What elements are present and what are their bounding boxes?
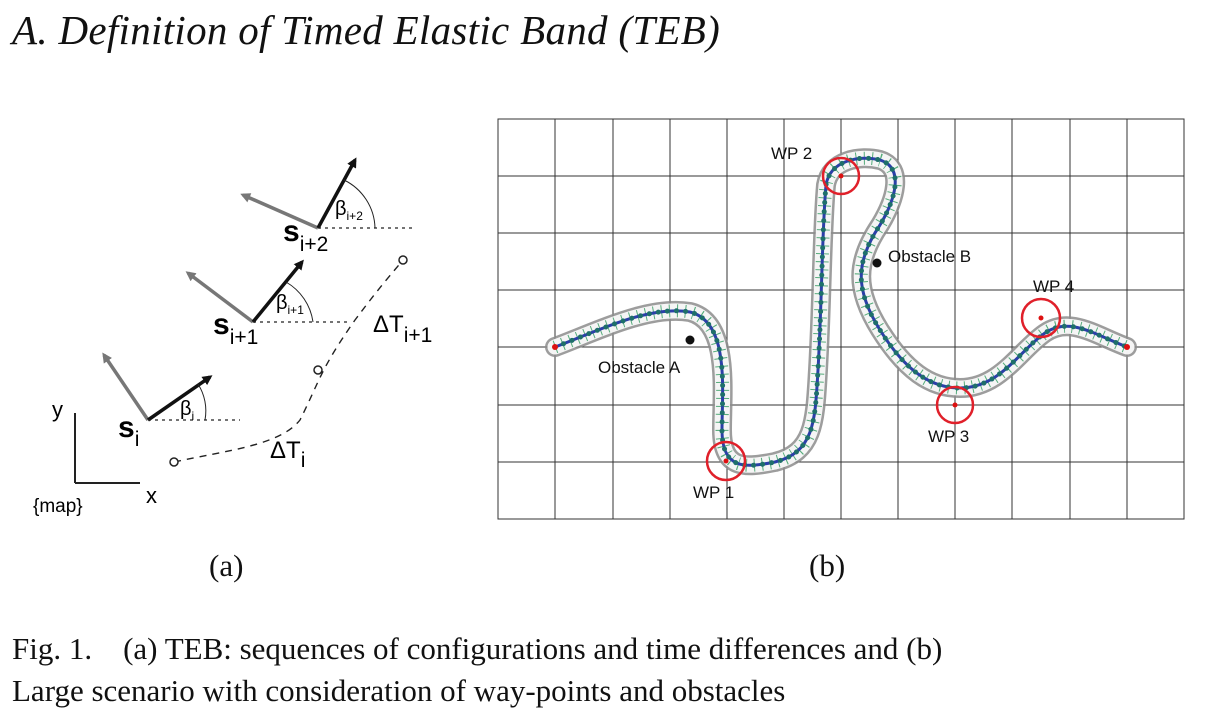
panel-b-scenario: WP 1 WP 2 WP 3 WP 4 Obstacle A Obstacle …	[497, 118, 1185, 520]
start-point	[552, 344, 558, 350]
angle-label-i+1: βi+1	[276, 292, 304, 317]
obstacle-a-point	[685, 335, 695, 345]
caption-line-1: Fig. 1. (a) TEB: sequences of configurat…	[12, 631, 943, 666]
obstacle-b-label: Obstacle B	[888, 247, 971, 266]
angle-label-i: βi	[180, 398, 194, 423]
time-diff-label-i+1: ΔTi+1	[373, 311, 432, 347]
waypoint-label-3: WP 3	[928, 427, 969, 446]
map-frame-label: {map}	[33, 496, 83, 517]
panel-b-label: (b)	[809, 548, 846, 583]
waypoint-label-2: WP 2	[771, 144, 812, 163]
axis-x-label: x	[146, 483, 157, 508]
pose-node-i+1	[313, 365, 323, 375]
time-diff-label-i: ΔTi	[270, 437, 305, 472]
waypoint-label-1: WP 1	[693, 483, 734, 502]
state-label-i+1: si+1	[213, 308, 258, 349]
pose-node-i+2	[398, 255, 408, 265]
panel-a-diagram: y x {map} si si+1 si+2 βi βi+1	[33, 157, 432, 517]
axis-y-label: y	[52, 397, 63, 422]
obstacle-b-point	[872, 258, 882, 268]
section-heading: A. Definition of Timed Elastic Band (TEB…	[12, 7, 721, 53]
waypoint-markers	[705, 156, 1062, 482]
obstacle-a-label: Obstacle A	[598, 358, 681, 377]
caption-line-2: Large scenario with consideration of way…	[12, 673, 786, 708]
state-label-i+2: si+2	[283, 215, 328, 256]
pose-node-i	[169, 457, 179, 467]
angle-label-i+2: βi+2	[335, 198, 363, 223]
state-i+1	[185, 259, 350, 324]
panel-a-label: (a)	[209, 548, 244, 583]
map-frame-axes	[74, 413, 140, 484]
figure-caption: Fig. 1. (a) TEB: sequences of configurat…	[12, 628, 1202, 712]
state-i+2	[240, 157, 412, 230]
state-label-i: si	[118, 411, 139, 451]
goal-point	[1124, 344, 1130, 350]
waypoint-label-4: WP 4	[1033, 277, 1074, 296]
trajectory-dashed-line	[173, 259, 404, 463]
state-i	[102, 352, 240, 422]
